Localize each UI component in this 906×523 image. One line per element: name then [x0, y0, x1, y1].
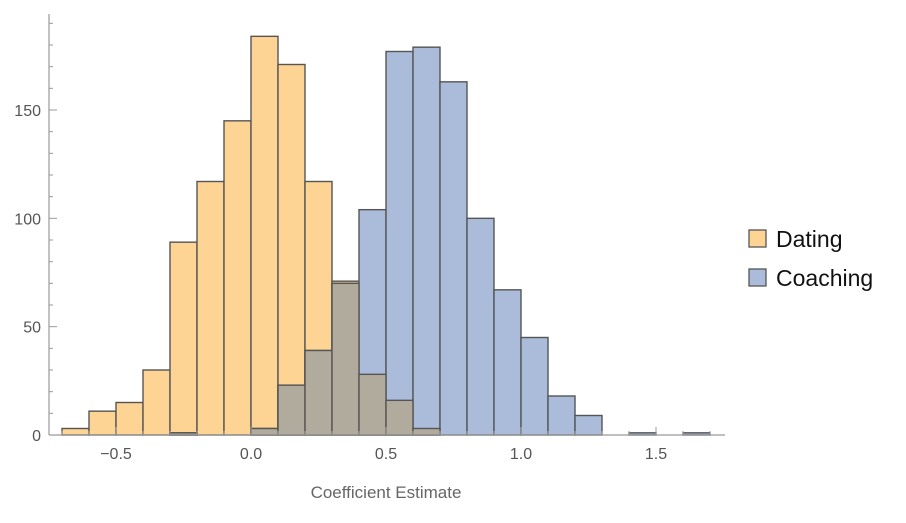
bar-dating: [223, 120, 252, 436]
x-tick-label: 0.0: [240, 446, 262, 463]
bar-overlap: [277, 384, 306, 436]
axes-layer: 0 50 100 150 −0.5 0.0 0.5 1.0 1.5: [14, 14, 725, 463]
bar-coaching: [466, 217, 495, 436]
x-tick-label: 1.5: [645, 446, 667, 463]
y-tick-label: 0: [32, 428, 41, 445]
x-tick-label: −0.5: [100, 446, 132, 463]
legend-swatch-coaching: [748, 268, 767, 287]
bar-dating: [169, 241, 198, 436]
y-tick-label: 50: [23, 320, 41, 337]
bar-overlap: [250, 427, 279, 436]
bar-coaching: [547, 395, 576, 436]
bar-overlap: [331, 282, 360, 436]
bar-overlap: [412, 427, 441, 436]
x-axis-title: Coefficient Estimate: [311, 483, 462, 502]
bar-dating: [88, 410, 117, 436]
bar-dating: [142, 369, 171, 436]
x-tick-label: 0.5: [375, 446, 397, 463]
legend-label-dating: Dating: [776, 226, 842, 252]
bar-coaching: [412, 46, 441, 436]
bar-dating: [196, 180, 225, 436]
bar-overlap: [358, 373, 387, 436]
bar-overlap: [304, 349, 333, 436]
bars-layer: [61, 35, 711, 436]
bar-dating: [115, 401, 144, 436]
bar-coaching: [493, 289, 522, 436]
bar-dating: [61, 427, 90, 436]
y-tick-label: 150: [14, 103, 41, 120]
legend-label-coaching: Coaching: [776, 265, 873, 291]
bar-coaching: [574, 414, 603, 436]
bar-coaching: [385, 50, 414, 436]
bar-dating: [250, 35, 279, 436]
x-tick-label: 1.0: [510, 446, 532, 463]
y-tick-label: 100: [14, 211, 41, 228]
bar-coaching: [520, 336, 549, 436]
bar-dating: [277, 63, 306, 436]
bar-overlap: [385, 399, 414, 436]
legend-swatch-dating: [748, 229, 767, 248]
legend: Dating Coaching: [748, 226, 873, 291]
bar-coaching: [439, 81, 468, 436]
